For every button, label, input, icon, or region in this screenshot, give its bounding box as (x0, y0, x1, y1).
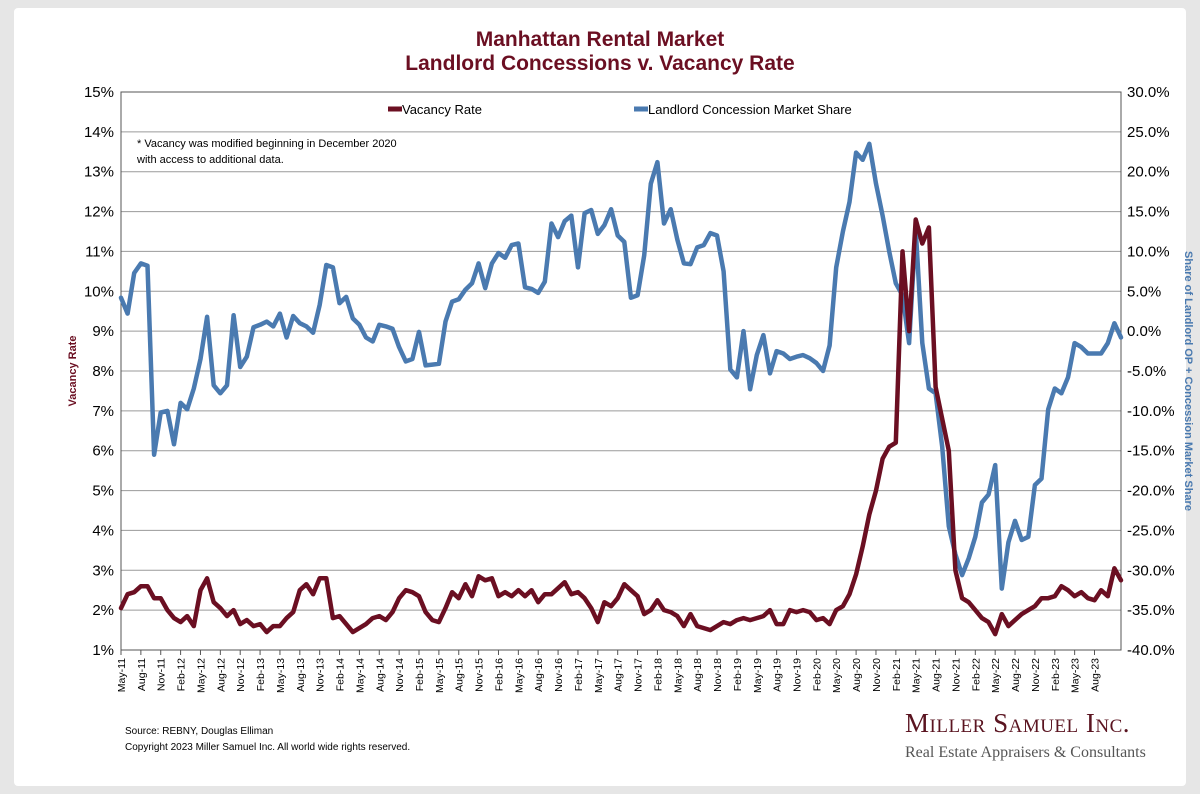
x-tick-label: Feb-19 (732, 658, 744, 691)
y-tick-label: 12% (84, 204, 114, 221)
x-tick-label: Feb-21 (891, 658, 903, 691)
x-tick-label: May-15 (434, 658, 446, 693)
x-tick-label: May-23 (1070, 658, 1082, 693)
x-tick-label: Nov-12 (235, 658, 247, 692)
concession-share-line (118, 141, 1124, 591)
y2-tick-label: -30.0% (1127, 562, 1175, 579)
x-tick-label: Aug-22 (1010, 658, 1022, 692)
y2-tick-label: -5.0% (1127, 363, 1166, 380)
x-tick-label: Feb-15 (414, 658, 426, 691)
x-tick-label: Nov-15 (474, 658, 486, 692)
y-tick-label: 5% (92, 483, 114, 500)
y-tick-label: 8% (92, 363, 114, 380)
x-tick-label: Aug-15 (454, 658, 466, 692)
x-tick-label: Nov-19 (791, 658, 803, 692)
x-tick-label: Aug-23 (1090, 658, 1102, 692)
x-tick-label: Feb-17 (573, 658, 585, 691)
x-tick-label: May-17 (593, 658, 605, 693)
y2-tick-label: -25.0% (1127, 522, 1175, 539)
chart-annotation: * Vacancy was modified beginning in Dece… (137, 138, 397, 150)
y2-tick-label: 15.0% (1127, 204, 1170, 221)
x-tick-label: Aug-11 (136, 658, 148, 691)
x-tick-label: Aug-14 (374, 658, 386, 692)
source-note: Source: REBNY, Douglas Elliman (125, 726, 274, 737)
chart-card (14, 8, 1186, 786)
y-tick-label: 4% (92, 522, 114, 539)
y2-tick-label: -35.0% (1127, 602, 1175, 619)
plot-frame (120, 91, 1122, 651)
x-tick-label: Feb-18 (652, 658, 664, 691)
x-tick-label: Aug-18 (692, 658, 704, 692)
x-tick-label: Nov-17 (633, 658, 645, 692)
brand-logo-tagline: Real Estate Appraisers & Consultants (905, 744, 1146, 761)
y2-tick-label: 20.0% (1127, 164, 1170, 181)
y-tick-label: 11% (85, 243, 114, 260)
y2-tick-label: 5.0% (1127, 283, 1161, 300)
x-tick-label: Feb-20 (811, 658, 823, 691)
x-tick-label: May-14 (354, 658, 366, 693)
brand-logo-name: Miller Samuel Inc. (905, 708, 1131, 738)
y-tick-label: 15% (84, 84, 114, 101)
y2-tick-label: 10.0% (1127, 243, 1170, 260)
y2-axis-title: Share of Landlord OP + Concession Market… (1182, 251, 1194, 511)
vacancy-rate-line (118, 217, 1124, 637)
y2-tick-label: 0.0% (1127, 323, 1161, 340)
y-tick-label: 7% (92, 403, 114, 420)
x-tick-label: Aug-21 (931, 658, 943, 692)
y2-tick-label: 25.0% (1127, 124, 1170, 141)
y2-tick-label: -15.0% (1127, 443, 1175, 460)
x-tick-label: Nov-20 (871, 658, 883, 692)
x-tick-label: Feb-16 (493, 658, 505, 691)
y2-tick-label: 30.0% (1127, 84, 1170, 101)
x-tick-label: May-19 (752, 658, 764, 693)
x-tick-label: Aug-17 (613, 658, 625, 692)
copyright-note: Copyright 2023 Miller Samuel Inc. All wo… (125, 742, 411, 753)
x-tick-label: Aug-13 (295, 658, 307, 692)
x-tick-label: Nov-11 (156, 658, 168, 691)
y2-tick-label: -40.0% (1127, 642, 1175, 659)
x-tick-label: Nov-13 (315, 658, 327, 692)
y-tick-label: 10% (84, 283, 114, 300)
y-tick-label: 14% (84, 124, 114, 141)
y-tick-label: 6% (92, 443, 114, 460)
x-tick-label: Nov-14 (394, 658, 406, 692)
y2-tick-label: -10.0% (1127, 403, 1175, 420)
x-tick-label: Nov-16 (553, 658, 565, 692)
x-tick-label: May-22 (990, 658, 1002, 693)
y-tick-label: 9% (92, 323, 114, 340)
x-tick-label: Feb-14 (335, 658, 347, 691)
chart-annotation: with access to additional data. (136, 154, 284, 166)
legend-label-concession: Landlord Concession Market Share (648, 102, 852, 117)
x-tick-label: May-16 (513, 658, 525, 693)
x-tick-label: May-21 (911, 658, 923, 693)
x-tick-label: Aug-12 (215, 658, 227, 692)
chart-title: Manhattan Rental Market (475, 28, 725, 51)
y-tick-label: 13% (84, 164, 114, 181)
x-tick-label: Nov-22 (1030, 658, 1042, 692)
x-tick-label: Feb-23 (1050, 658, 1062, 691)
x-tick-label: May-12 (195, 658, 207, 693)
x-tick-label: Aug-19 (772, 658, 784, 692)
x-tick-label: May-20 (831, 658, 843, 693)
x-tick-label: Feb-13 (255, 658, 267, 691)
y2-tick-label: -20.0% (1127, 483, 1175, 500)
y-tick-label: 3% (92, 562, 114, 579)
x-tick-label: May-18 (672, 658, 684, 693)
x-tick-label: Aug-16 (533, 658, 545, 692)
x-tick-label: Nov-21 (950, 658, 962, 692)
x-tick-label: Nov-18 (712, 658, 724, 692)
x-tick-label: Feb-22 (970, 658, 982, 691)
y-tick-label: 1% (92, 642, 114, 659)
x-tick-label: May-11 (116, 658, 128, 692)
x-tick-label: May-13 (275, 658, 287, 693)
legend-label-vacancy: Vacancy Rate (402, 102, 482, 117)
y-axis-title: Vacancy Rate (67, 336, 79, 407)
chart-subtitle: Landlord Concessions v. Vacancy Rate (405, 52, 795, 75)
y-tick-label: 2% (92, 602, 114, 619)
x-tick-label: Aug-20 (851, 658, 863, 692)
x-tick-label: Feb-12 (176, 658, 188, 691)
